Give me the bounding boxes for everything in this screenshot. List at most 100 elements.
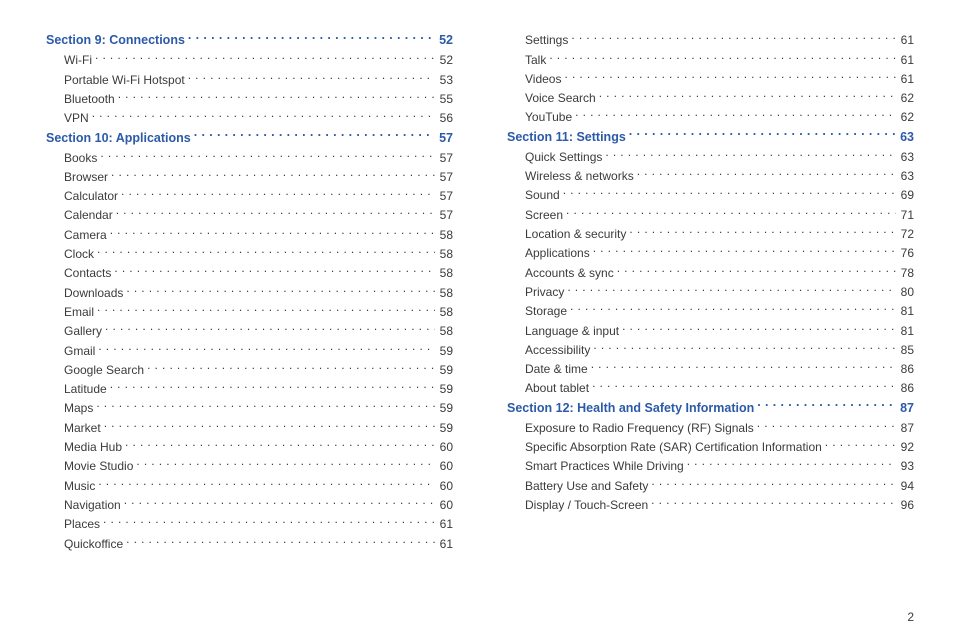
toc-sub-row[interactable]: Accessibility85 xyxy=(507,341,914,359)
toc-sub-row[interactable]: Videos61 xyxy=(507,70,914,88)
toc-sub-row[interactable]: Calendar 57 xyxy=(46,206,453,224)
toc-sub-row[interactable]: Navigation60 xyxy=(46,496,453,514)
page-ref: 86 xyxy=(896,360,914,378)
toc-sub-row[interactable]: Google Search59 xyxy=(46,361,453,379)
page-ref: 59 xyxy=(435,380,453,398)
entry-title: Google Search xyxy=(64,361,147,379)
toc-sub-row[interactable]: Music60 xyxy=(46,477,453,495)
toc-section-row[interactable]: Section 12: Health and Safety Informatio… xyxy=(507,399,914,418)
entry-title: Calendar xyxy=(64,206,116,224)
toc-sub-row[interactable]: Exposure to Radio Frequency (RF) Signals… xyxy=(507,419,914,437)
page-ref: 63 xyxy=(896,167,914,185)
toc-sub-row[interactable]: Maps59 xyxy=(46,399,453,417)
toc-sub-row[interactable]: Calculator57 xyxy=(46,187,453,205)
entry-title: Media Hub xyxy=(64,438,125,456)
toc-sub-row[interactable]: Books57 xyxy=(46,149,453,167)
leader-dots xyxy=(124,497,435,509)
toc-sub-row[interactable]: Sound69 xyxy=(507,186,914,204)
toc-sub-row[interactable]: Privacy80 xyxy=(507,283,914,301)
toc-sub-row[interactable]: Storage81 xyxy=(507,302,914,320)
toc-sub-row[interactable]: Accounts & sync78 xyxy=(507,264,914,282)
leader-dots xyxy=(100,150,434,162)
entry-title: Quickoffice xyxy=(64,535,126,553)
toc-sub-row[interactable]: Gallery58 xyxy=(46,322,453,340)
entry-title: Accessibility xyxy=(525,341,593,359)
page-ref: 57 xyxy=(435,187,453,205)
page-ref: 71 xyxy=(896,206,914,224)
toc-section-row[interactable]: Section 9: Connections 52 xyxy=(46,31,453,50)
toc-sub-row[interactable]: Downloads58 xyxy=(46,284,453,302)
toc-sub-row[interactable]: Quick Settings63 xyxy=(507,148,914,166)
page-ref: 62 xyxy=(896,108,914,126)
toc-sub-row[interactable]: About tablet86 xyxy=(507,379,914,397)
toc-sub-row[interactable]: Settings 61 xyxy=(507,31,914,49)
page-ref: 59 xyxy=(435,419,453,437)
toc-sub-row[interactable]: Email58 xyxy=(46,303,453,321)
toc-sub-row[interactable]: Portable Wi-Fi Hotspot53 xyxy=(46,71,453,89)
leader-dots xyxy=(757,399,895,412)
toc-sub-row[interactable]: Display / Touch-Screen96 xyxy=(507,496,914,514)
leader-dots xyxy=(605,149,895,161)
leader-dots xyxy=(126,536,435,548)
toc-sub-row[interactable]: Browser57 xyxy=(46,168,453,186)
page-ref: 57 xyxy=(435,206,453,224)
entry-title: Applications xyxy=(525,244,593,262)
toc-sub-row[interactable]: Date & time 86 xyxy=(507,360,914,378)
toc-section-row[interactable]: Section 11: Settings63 xyxy=(507,128,914,147)
leader-dots xyxy=(593,245,896,257)
entry-title: Exposure to Radio Frequency (RF) Signals xyxy=(525,419,757,437)
toc-sub-row[interactable]: Bluetooth55 xyxy=(46,90,453,108)
toc-sub-row[interactable]: Quickoffice61 xyxy=(46,535,453,553)
toc-sub-row[interactable]: Camera58 xyxy=(46,226,453,244)
page-ref: 57 xyxy=(434,129,453,148)
toc-sub-row[interactable]: Latitude59 xyxy=(46,380,453,398)
toc-sub-row[interactable]: Battery Use and Safety94 xyxy=(507,477,914,495)
leader-dots xyxy=(687,458,896,470)
toc-sub-row[interactable]: VPN56 xyxy=(46,109,453,127)
toc-sub-row[interactable]: Wireless & networks63 xyxy=(507,167,914,185)
leader-dots xyxy=(95,52,435,64)
page-ref: 52 xyxy=(434,31,453,50)
toc-sub-row[interactable]: Clock58 xyxy=(46,245,453,263)
toc-sub-row[interactable]: Smart Practices While Driving93 xyxy=(507,457,914,475)
page-ref: 55 xyxy=(435,90,453,108)
entry-title: Talk xyxy=(525,51,549,69)
page-ref: 69 xyxy=(896,186,914,204)
page-ref: 93 xyxy=(896,457,914,475)
toc-sub-row[interactable]: Gmail59 xyxy=(46,342,453,360)
toc-sub-row[interactable]: Location & security72 xyxy=(507,225,914,243)
entry-title: Music xyxy=(64,477,98,495)
toc-section-row[interactable]: Section 10: Applications 57 xyxy=(46,129,453,148)
toc-sub-row[interactable]: Specific Absorption Rate (SAR) Certifica… xyxy=(507,438,914,456)
toc-sub-row[interactable]: Talk61 xyxy=(507,51,914,69)
entry-title: Date & time xyxy=(525,360,591,378)
leader-dots xyxy=(105,323,435,335)
toc-sub-row[interactable]: Screen71 xyxy=(507,206,914,224)
toc-sub-row[interactable]: Applications76 xyxy=(507,244,914,262)
section-title: Section 10: Applications xyxy=(46,129,194,148)
leader-dots xyxy=(116,207,435,219)
entry-title: Books xyxy=(64,149,100,167)
toc-sub-row[interactable]: Contacts58 xyxy=(46,264,453,282)
leader-dots xyxy=(629,128,895,141)
toc-sub-row[interactable]: Wi-Fi52 xyxy=(46,51,453,69)
toc-sub-row[interactable]: Media Hub60 xyxy=(46,438,453,456)
entry-title: Movie Studio xyxy=(64,457,136,475)
toc-sub-row[interactable]: Movie Studio60 xyxy=(46,457,453,475)
page-ref: 58 xyxy=(435,303,453,321)
leader-dots xyxy=(564,71,895,83)
leader-dots xyxy=(566,207,896,219)
leader-dots xyxy=(617,265,896,277)
entry-title: Voice Search xyxy=(525,89,599,107)
section-title: Section 11: Settings xyxy=(507,128,629,147)
toc-sub-row[interactable]: YouTube62 xyxy=(507,108,914,126)
toc-sub-row[interactable]: Voice Search62 xyxy=(507,89,914,107)
toc-sub-row[interactable]: Places61 xyxy=(46,515,453,533)
section-title: Section 9: Connections xyxy=(46,31,188,50)
leader-dots xyxy=(121,188,435,200)
entry-title: Settings xyxy=(525,31,571,49)
page-ref: 61 xyxy=(896,31,914,49)
entry-title: Market xyxy=(64,419,104,437)
toc-sub-row[interactable]: Market 59 xyxy=(46,419,453,437)
toc-sub-row[interactable]: Language & input81 xyxy=(507,322,914,340)
